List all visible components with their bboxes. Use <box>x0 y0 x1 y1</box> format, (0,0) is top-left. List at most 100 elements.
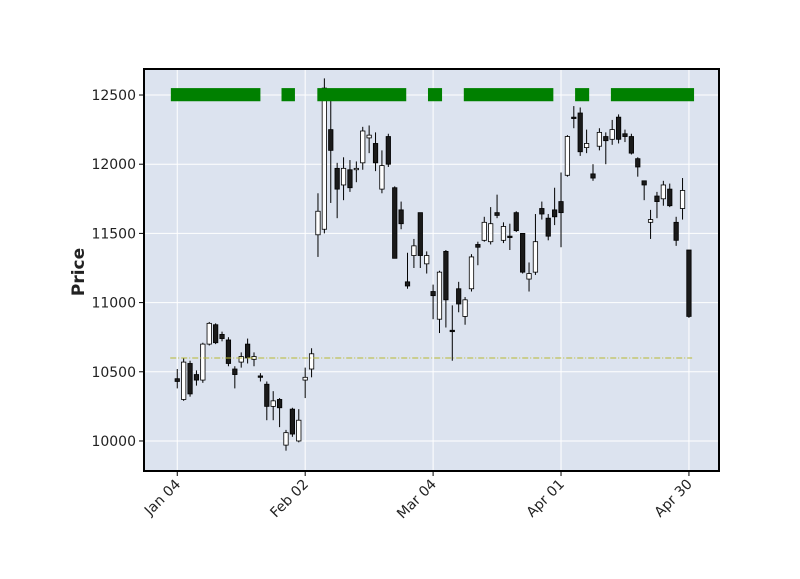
candle-body <box>462 299 468 317</box>
candle-body <box>443 250 449 301</box>
candle-body <box>404 281 411 287</box>
candle-body <box>372 143 379 164</box>
candle-body <box>660 184 666 200</box>
candle-body <box>264 383 270 407</box>
candle-body <box>609 129 615 140</box>
band <box>317 88 407 102</box>
candle-body <box>667 188 673 207</box>
candle-body <box>558 201 564 214</box>
candle-body <box>654 195 660 202</box>
y-tick-label: 10000 <box>91 434 136 450</box>
x-tick-label: Mar 04 <box>394 476 440 522</box>
candle-body <box>245 343 251 359</box>
candle-body <box>206 322 212 345</box>
candle-body <box>564 136 571 176</box>
candle-body <box>213 324 219 344</box>
candle-body <box>193 374 200 381</box>
candle-body <box>584 143 590 149</box>
candle-body <box>500 226 507 241</box>
candle-body <box>526 273 532 280</box>
candle-body <box>513 212 519 232</box>
candle-body <box>641 180 647 186</box>
candle-body <box>366 134 372 139</box>
candle-body <box>468 256 475 290</box>
y-tick-label: 12500 <box>91 88 136 104</box>
candle-body <box>392 187 398 259</box>
candle-body <box>385 136 391 165</box>
candle-body <box>635 158 641 168</box>
candle-body <box>411 245 417 256</box>
candle-body <box>398 209 404 225</box>
candle-body <box>481 221 487 241</box>
candle-body <box>679 190 686 209</box>
candle-body <box>488 223 494 243</box>
candle-body <box>628 136 634 154</box>
candle-body <box>417 212 423 256</box>
band <box>610 88 695 102</box>
candle-body <box>174 378 180 382</box>
candle-body <box>552 209 558 218</box>
candle-body <box>308 353 315 370</box>
band <box>170 88 261 102</box>
candle-body <box>379 165 385 190</box>
candle-body <box>532 241 539 273</box>
candle-body <box>347 169 353 189</box>
candle-body <box>360 130 366 164</box>
y-axis-label: Price <box>69 248 89 296</box>
candle-body <box>334 167 340 190</box>
y-tick-label: 12000 <box>91 157 136 173</box>
candle-body <box>340 167 347 186</box>
candle-body <box>590 173 596 179</box>
candle-body <box>456 288 462 305</box>
candle-body <box>622 133 628 137</box>
candle-body <box>232 368 238 375</box>
candle-body <box>225 339 232 364</box>
candle-body <box>494 212 500 216</box>
candle-body <box>571 116 577 119</box>
y-tick-label: 11000 <box>91 296 136 312</box>
candle-body <box>328 129 334 151</box>
candle-body <box>615 116 622 140</box>
candle-body <box>200 343 206 381</box>
candle-body <box>603 136 609 142</box>
x-tick-label: Feb 02 <box>267 477 312 522</box>
candle-body <box>596 131 602 147</box>
candle-body <box>577 112 583 153</box>
candle-body <box>449 329 455 333</box>
candle-body <box>436 271 443 320</box>
y-tick-label: 10500 <box>91 365 136 381</box>
candle-body <box>539 208 545 215</box>
band <box>427 88 443 102</box>
candle-body <box>545 217 551 237</box>
candle-body <box>430 291 436 297</box>
band <box>281 88 295 102</box>
candle-body <box>315 210 321 236</box>
candle-body <box>219 334 225 339</box>
candle-body <box>302 376 308 381</box>
candle-body <box>289 408 295 435</box>
band <box>575 88 590 102</box>
candle-body <box>424 255 430 265</box>
candle-body <box>647 219 654 223</box>
candle-body <box>187 363 193 395</box>
candle-body <box>321 87 327 230</box>
candle-body <box>353 167 359 171</box>
candle-body <box>296 419 302 442</box>
candle-body <box>276 399 283 409</box>
candle-body <box>673 221 679 241</box>
band <box>463 88 554 102</box>
candle-body <box>686 249 692 317</box>
y-tick-label: 11500 <box>91 226 136 242</box>
x-tick-label: Jan 04 <box>141 476 184 519</box>
x-tick-label: Apr 01 <box>524 477 568 521</box>
candle-body <box>507 235 513 238</box>
candle-body <box>520 232 526 273</box>
candle-body <box>257 375 264 378</box>
candle-body <box>283 432 289 446</box>
candle-body <box>270 400 276 407</box>
candle-body <box>238 356 244 363</box>
plot-background <box>144 69 719 471</box>
candle-body <box>181 361 187 400</box>
